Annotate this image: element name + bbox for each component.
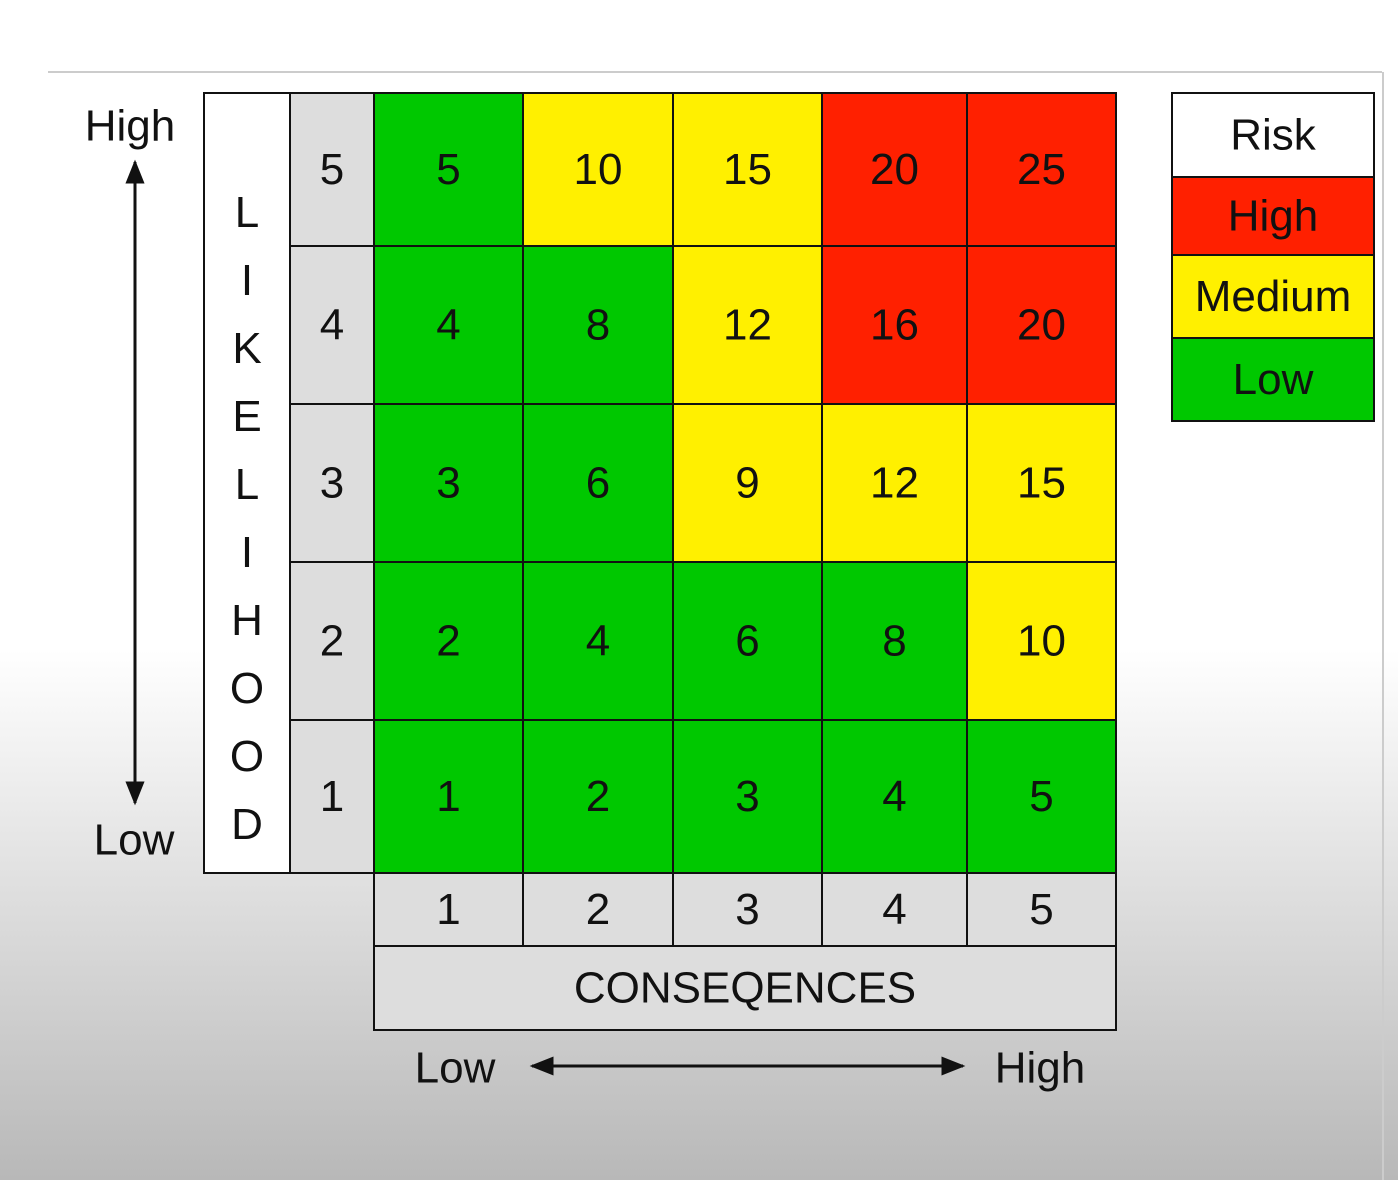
risk-cell bbox=[522, 719, 674, 874]
consequences-high: High bbox=[995, 1044, 1086, 1093]
risk-cell bbox=[966, 561, 1117, 721]
likelihood-level-cell bbox=[289, 92, 375, 247]
consequences-title: CONSEQENCES bbox=[574, 964, 916, 1013]
legend-item-label: Medium bbox=[1195, 272, 1352, 321]
likelihood-level-cell bbox=[289, 245, 375, 405]
risk-label: 4 bbox=[436, 301, 460, 350]
risk-cell bbox=[672, 92, 823, 247]
risk-label: 15 bbox=[723, 145, 772, 194]
risk-cell bbox=[672, 403, 823, 563]
risk-label: 10 bbox=[1017, 617, 1066, 666]
risk-label: 5 bbox=[1029, 772, 1053, 821]
likelihood-level-label: 2 bbox=[320, 617, 344, 666]
risk-cell bbox=[522, 403, 674, 563]
risk-label: 20 bbox=[870, 145, 919, 194]
risk-label: 2 bbox=[586, 772, 610, 821]
consequence-level-cell bbox=[522, 872, 674, 947]
consequence-level-label: 3 bbox=[735, 885, 759, 934]
risk-label: 15 bbox=[1017, 459, 1066, 508]
risk-label: 1 bbox=[436, 772, 460, 821]
legend-item-label: High bbox=[1228, 192, 1319, 241]
risk-label: 9 bbox=[735, 459, 759, 508]
risk-label: 2 bbox=[436, 617, 460, 666]
likelihood-level-cell bbox=[289, 561, 375, 721]
risk-cell bbox=[966, 245, 1117, 405]
likelihood-title: LIKELIHOOD bbox=[223, 188, 272, 868]
risk-label: 12 bbox=[723, 301, 772, 350]
risk-cell bbox=[522, 92, 674, 247]
risk-label: 5 bbox=[436, 145, 460, 194]
risk-label: 8 bbox=[882, 617, 906, 666]
risk-cell bbox=[966, 719, 1117, 874]
risk-label: 20 bbox=[1017, 301, 1066, 350]
consequence-level-cell bbox=[672, 872, 823, 947]
likelihood-title-box bbox=[203, 92, 291, 874]
risk-label: 6 bbox=[586, 459, 610, 508]
risk-label: 4 bbox=[882, 772, 906, 821]
consequence-level-label: 5 bbox=[1029, 885, 1053, 934]
risk-label: 6 bbox=[735, 617, 759, 666]
legend-item-cell bbox=[1171, 337, 1375, 422]
likelihood-low: Low bbox=[94, 816, 175, 865]
risk-cell bbox=[821, 561, 968, 721]
likelihood-level-label: 3 bbox=[320, 459, 344, 508]
risk-label: 4 bbox=[586, 617, 610, 666]
risk-cell bbox=[966, 403, 1117, 563]
risk-label: 3 bbox=[735, 772, 759, 821]
risk-label: 10 bbox=[574, 145, 623, 194]
likelihood-high: High bbox=[85, 102, 176, 151]
risk-label: 3 bbox=[436, 459, 460, 508]
risk-label: 12 bbox=[870, 459, 919, 508]
likelihood-level-label: 1 bbox=[320, 772, 344, 821]
risk-label: 8 bbox=[586, 301, 610, 350]
legend-item-cell bbox=[1171, 176, 1375, 256]
consequence-level-label: 4 bbox=[882, 885, 906, 934]
consequence-level-label: 1 bbox=[436, 885, 460, 934]
risk-label: 16 bbox=[870, 301, 919, 350]
likelihood-level-label: 5 bbox=[320, 145, 344, 194]
legend-item-label: Low bbox=[1233, 355, 1314, 404]
risk-cell bbox=[373, 403, 524, 563]
consequence-level-cell bbox=[821, 872, 968, 947]
risk-cell bbox=[966, 92, 1117, 247]
legend-title-label: Risk bbox=[1230, 111, 1317, 160]
risk-label: 25 bbox=[1017, 145, 1066, 194]
risk-cell bbox=[821, 92, 968, 247]
likelihood-level-cell bbox=[289, 403, 375, 563]
consequence-level-label: 2 bbox=[586, 885, 610, 934]
risk-cell bbox=[373, 561, 524, 721]
risk-cell bbox=[522, 561, 674, 721]
risk-cell bbox=[522, 245, 674, 405]
consequence-level-cell bbox=[966, 872, 1117, 947]
legend-item-cell bbox=[1171, 254, 1375, 339]
likelihood-level-label: 4 bbox=[320, 301, 344, 350]
consequences-low: Low bbox=[415, 1044, 496, 1093]
risk-cell bbox=[821, 719, 968, 874]
risk-cell bbox=[373, 719, 524, 874]
risk-cell bbox=[672, 561, 823, 721]
